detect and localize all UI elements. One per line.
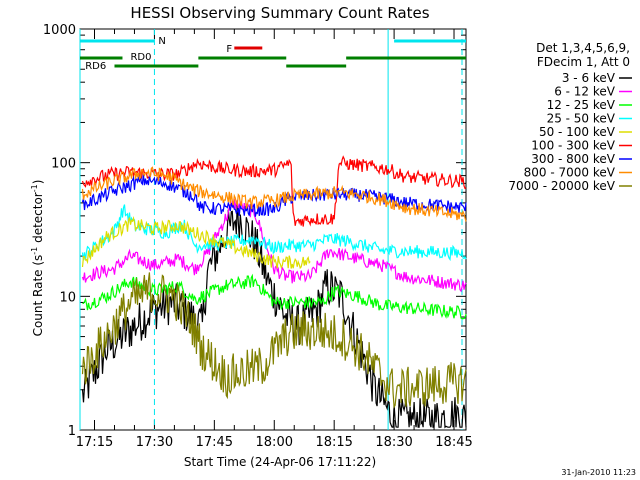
legend-header-line-2: FDecim 1, Att 0 [537,55,630,69]
series-line [81,216,311,270]
legend-entry-label: 3 - 6 keV [562,71,616,85]
svg-text:Count Rate (s-1 detector-1): Count Rate (s-1 detector-1) [30,180,45,337]
x-tick-label: 18:30 [375,435,412,450]
y-axis-label-main: Count Rate (s [31,255,45,337]
flag-bar-label: N [158,36,165,47]
plot-area: 1 10 100 1000 17:15 17:30 17:45 18:00 18:15 18:30… [43,23,473,450]
y-axis-label-sup2: -1 [30,184,39,192]
y-axis-label-mid: detector [31,192,45,247]
chart-title: HESSI Observing Summary Count Rates [130,4,429,22]
y-axis-label-end: ) [31,180,45,185]
flag-bar-label: RD0 [130,52,151,63]
series-line [81,272,467,409]
y-axis-label: Count Rate (s-1 detector-1) [30,180,45,337]
x-axis-label: Start Time (24-Apr-06 17:11:22) [184,455,376,469]
series-line [81,204,467,262]
flag-bar-label: RD6 [85,61,106,72]
legend-entry-label: 12 - 25 keV [547,98,616,112]
legend-entry-label: 800 - 7000 keV [524,166,616,180]
x-tick-label: 18:00 [256,435,293,450]
series-line [81,166,467,222]
y-tick-label: 100 [51,157,76,172]
flag-bar-label: F [226,44,232,55]
x-tick-label: 17:15 [76,435,113,450]
y-tick-label: 1000 [43,23,76,38]
series-line [81,200,467,429]
legend-entry-label: 50 - 100 keV [539,125,616,139]
series-line [81,174,467,217]
x-tick-label: 17:45 [196,435,233,450]
y-tick-label: 10 [59,290,76,305]
x-tick-label: 18:15 [315,435,352,450]
y-tick-label: 1 [68,424,76,439]
legend-entry-label: 6 - 12 keV [554,85,616,99]
legend-entry-label: 100 - 300 keV [531,139,615,153]
legend-entry-label: 25 - 50 keV [547,112,616,126]
plot-timestamp: 31-Jan-2010 11:23 [561,468,636,477]
x-tick-label: 18:45 [435,435,472,450]
legend-entry-label: 7000 - 20000 keV [508,179,615,193]
series-line [81,199,467,293]
legend-header-line-1: Det 1,3,4,5,6,9, [536,41,630,55]
y-axis-label-sup1: -1 [30,247,39,255]
x-tick-label: 17:30 [136,435,173,450]
legend-entry-label: 300 - 800 keV [531,152,615,166]
legend-header: Det 1,3,4,5,6,9, FDecim 1, Att 0 [536,41,630,69]
